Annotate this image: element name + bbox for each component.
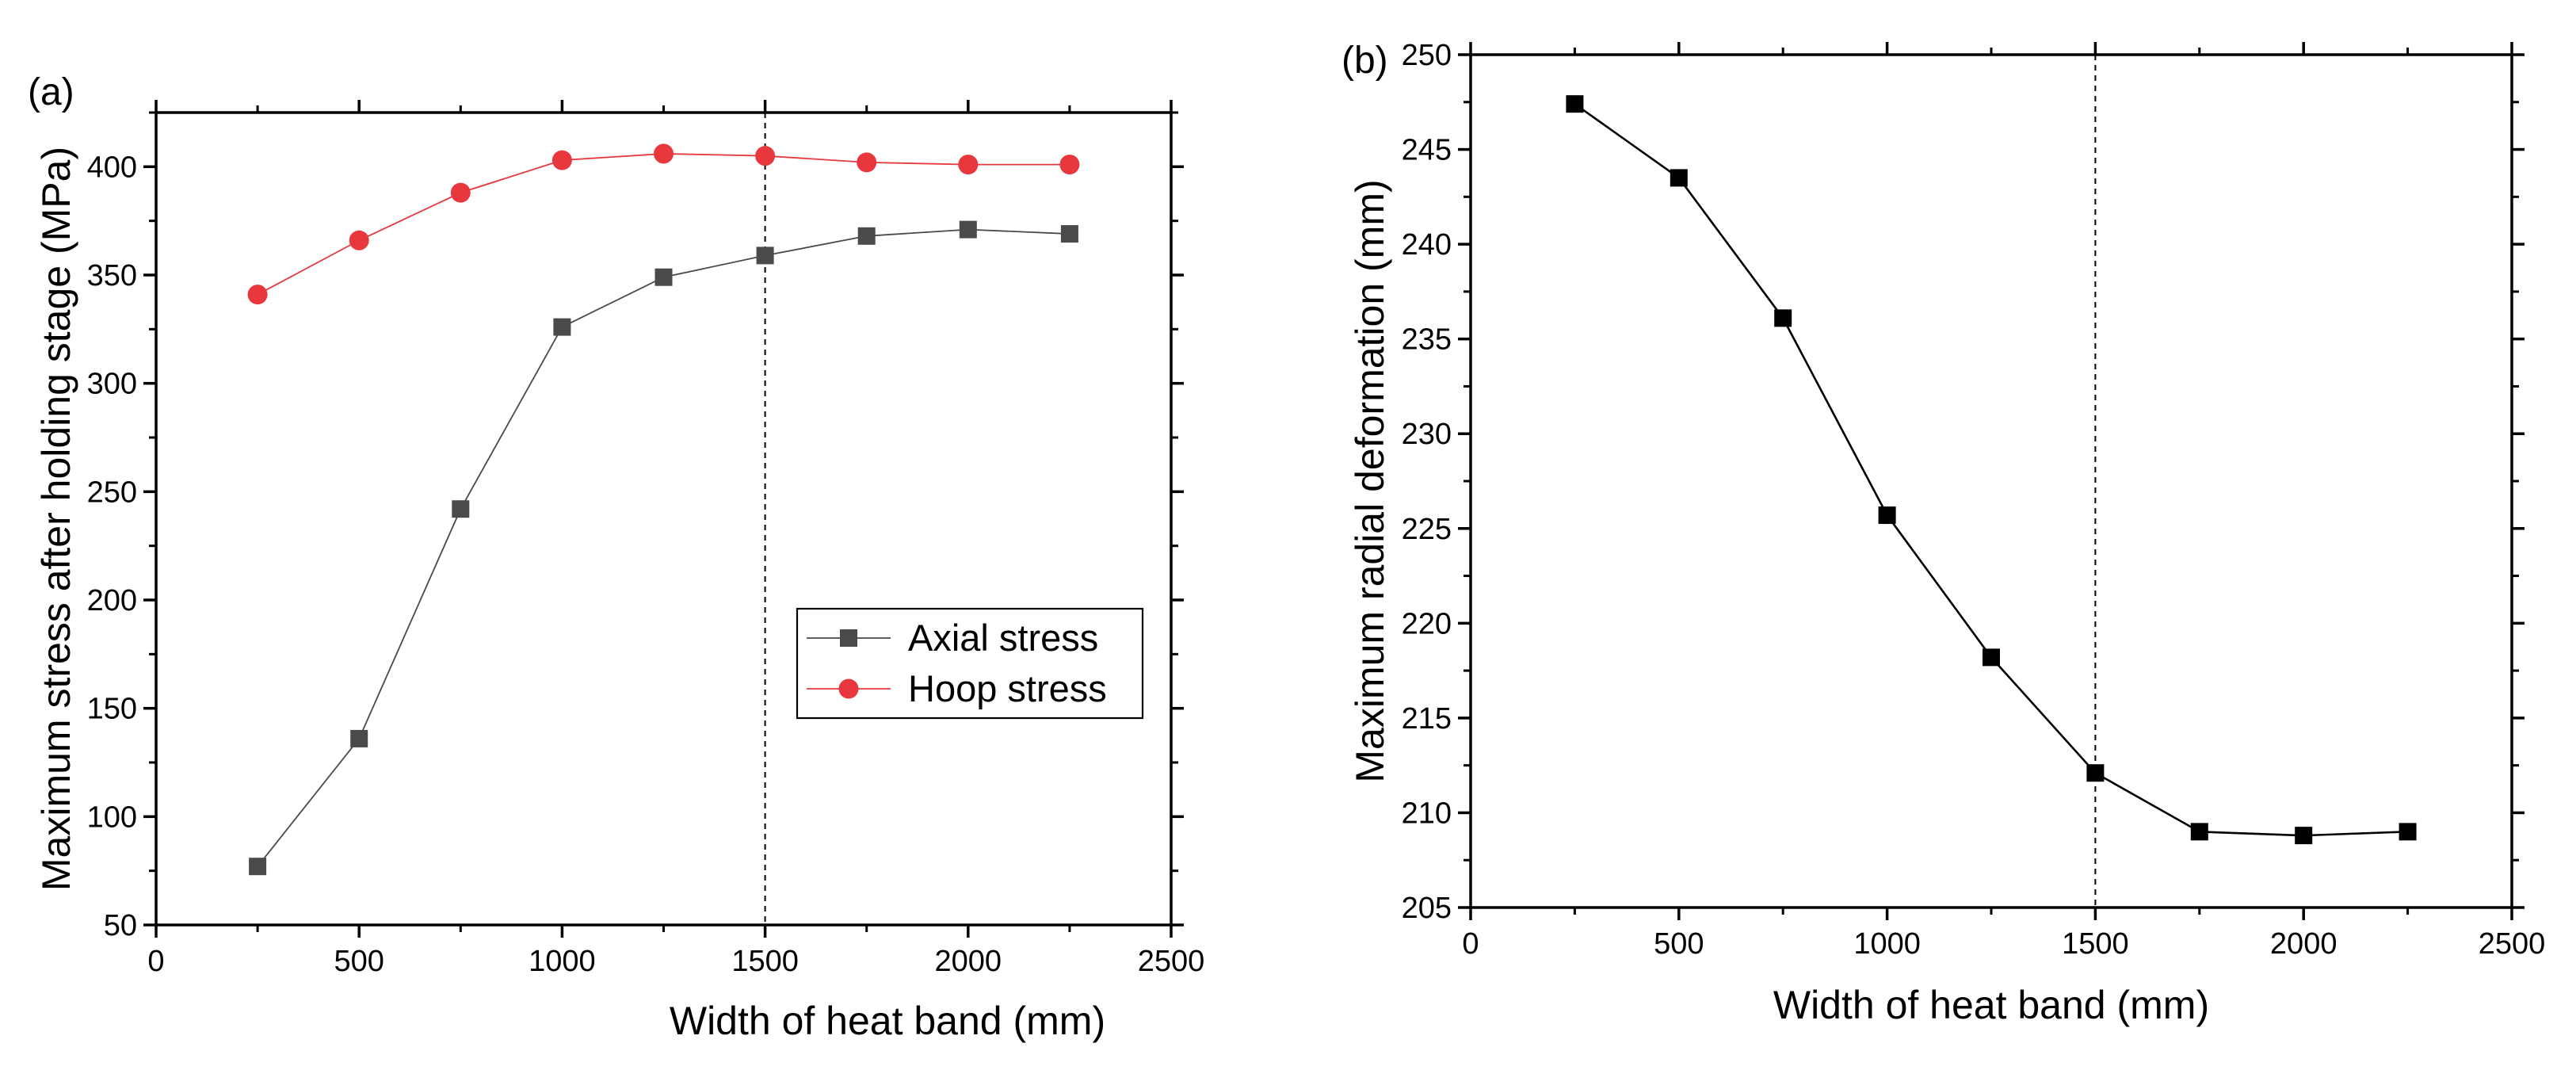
x-tick-label: 1500 bbox=[731, 945, 799, 978]
panel-label: (a) bbox=[28, 71, 74, 113]
data-point-square bbox=[1878, 506, 1896, 525]
x-tick-label: 2000 bbox=[2270, 927, 2337, 961]
y-tick-label: 215 bbox=[1402, 702, 1452, 736]
data-point-circle bbox=[1059, 155, 1080, 175]
panel-label: (b) bbox=[1341, 40, 1388, 82]
y-tick-label: 245 bbox=[1402, 134, 1452, 167]
data-point-square bbox=[857, 227, 876, 245]
panel-b-deformation-chart: 0 500 1000 1500 2000 2500 205 210 215 220 225 230 23… bbox=[1341, 39, 2545, 1027]
legend-marker-circle bbox=[838, 678, 859, 699]
data-point-circle bbox=[857, 152, 877, 173]
y-tick-label: 250 bbox=[87, 476, 137, 509]
x-tick-label: 1500 bbox=[2062, 927, 2129, 961]
y-tick-label: 300 bbox=[87, 368, 137, 401]
data-point-circle bbox=[654, 143, 674, 164]
y-axis-title: Maximum radial deformation (mm) bbox=[1348, 179, 1392, 782]
x-tick-label: 1000 bbox=[1853, 927, 1921, 961]
data-point-circle bbox=[349, 230, 369, 250]
x-tick-label: 2500 bbox=[1138, 945, 1205, 978]
y-tick-label: 150 bbox=[87, 693, 137, 726]
x-tick-label: 0 bbox=[1462, 927, 1479, 961]
y-tick-label: 200 bbox=[87, 584, 137, 617]
series-line-0 bbox=[1574, 103, 2408, 837]
data-point-square bbox=[1060, 225, 1078, 243]
y-tick-label: 230 bbox=[1402, 418, 1452, 451]
x-tick-label: 2000 bbox=[935, 945, 1002, 978]
y-axis-title: Maximum stress after holding stage (MPa) bbox=[34, 147, 78, 891]
data-point-square bbox=[1566, 95, 1584, 113]
data-point-circle bbox=[247, 285, 268, 305]
data-point-square bbox=[452, 500, 470, 518]
legend-box bbox=[796, 607, 1144, 720]
x-axis-title: Width of heat band (mm) bbox=[670, 999, 1105, 1043]
y-tick-label: 210 bbox=[1402, 797, 1452, 830]
legend-label-0: Axial stress bbox=[908, 617, 1098, 659]
data-point-square bbox=[756, 246, 774, 265]
data-point-circle bbox=[450, 182, 471, 203]
data-point-square bbox=[2295, 827, 2313, 845]
data-point-square bbox=[553, 318, 571, 336]
data-point-square bbox=[1670, 169, 1688, 187]
y-tick-label: 250 bbox=[1402, 39, 1452, 72]
x-tick-label: 2500 bbox=[2479, 927, 2546, 961]
legend: Axial stress Hoop stress bbox=[796, 607, 1144, 720]
data-point-square bbox=[1774, 309, 1792, 327]
y-tick-label: 235 bbox=[1402, 323, 1452, 357]
data-point-circle bbox=[551, 150, 572, 170]
data-point-square bbox=[1983, 648, 2000, 667]
y-tick-label: 220 bbox=[1402, 607, 1452, 640]
x-tick-label: 0 bbox=[147, 945, 164, 978]
data-point-square bbox=[2086, 764, 2105, 782]
y-tick-label: 225 bbox=[1402, 513, 1452, 546]
x-tick-label: 500 bbox=[334, 945, 384, 978]
x-tick-label: 500 bbox=[1654, 927, 1704, 961]
y-tick-label: 350 bbox=[87, 259, 137, 292]
x-tick-label: 1000 bbox=[529, 945, 596, 978]
data-point-square bbox=[2399, 823, 2417, 841]
data-point-square bbox=[2190, 823, 2208, 841]
y-tick-label: 240 bbox=[1402, 228, 1452, 262]
y-tick-label: 400 bbox=[87, 151, 137, 184]
data-point-square bbox=[654, 268, 673, 286]
panel-a-stress-chart: 0 500 1000 1500 2000 2500 50 100 150 200 250 300 350… bbox=[28, 71, 1204, 1043]
series-line-0 bbox=[257, 228, 1070, 867]
data-point-square bbox=[249, 858, 267, 876]
data-point-circle bbox=[755, 146, 776, 166]
x-axis-title: Width of heat band (mm) bbox=[1773, 983, 2209, 1027]
data-point-square bbox=[350, 729, 368, 747]
data-point-square bbox=[959, 220, 977, 239]
legend-marker-square bbox=[840, 629, 857, 647]
y-tick-label: 205 bbox=[1402, 892, 1452, 925]
plot-frame bbox=[1469, 53, 2513, 909]
legend-label-1: Hoop stress bbox=[908, 667, 1107, 709]
y-tick-label: 100 bbox=[87, 801, 137, 834]
data-point-circle bbox=[958, 155, 979, 175]
y-tick-label: 50 bbox=[104, 909, 137, 942]
